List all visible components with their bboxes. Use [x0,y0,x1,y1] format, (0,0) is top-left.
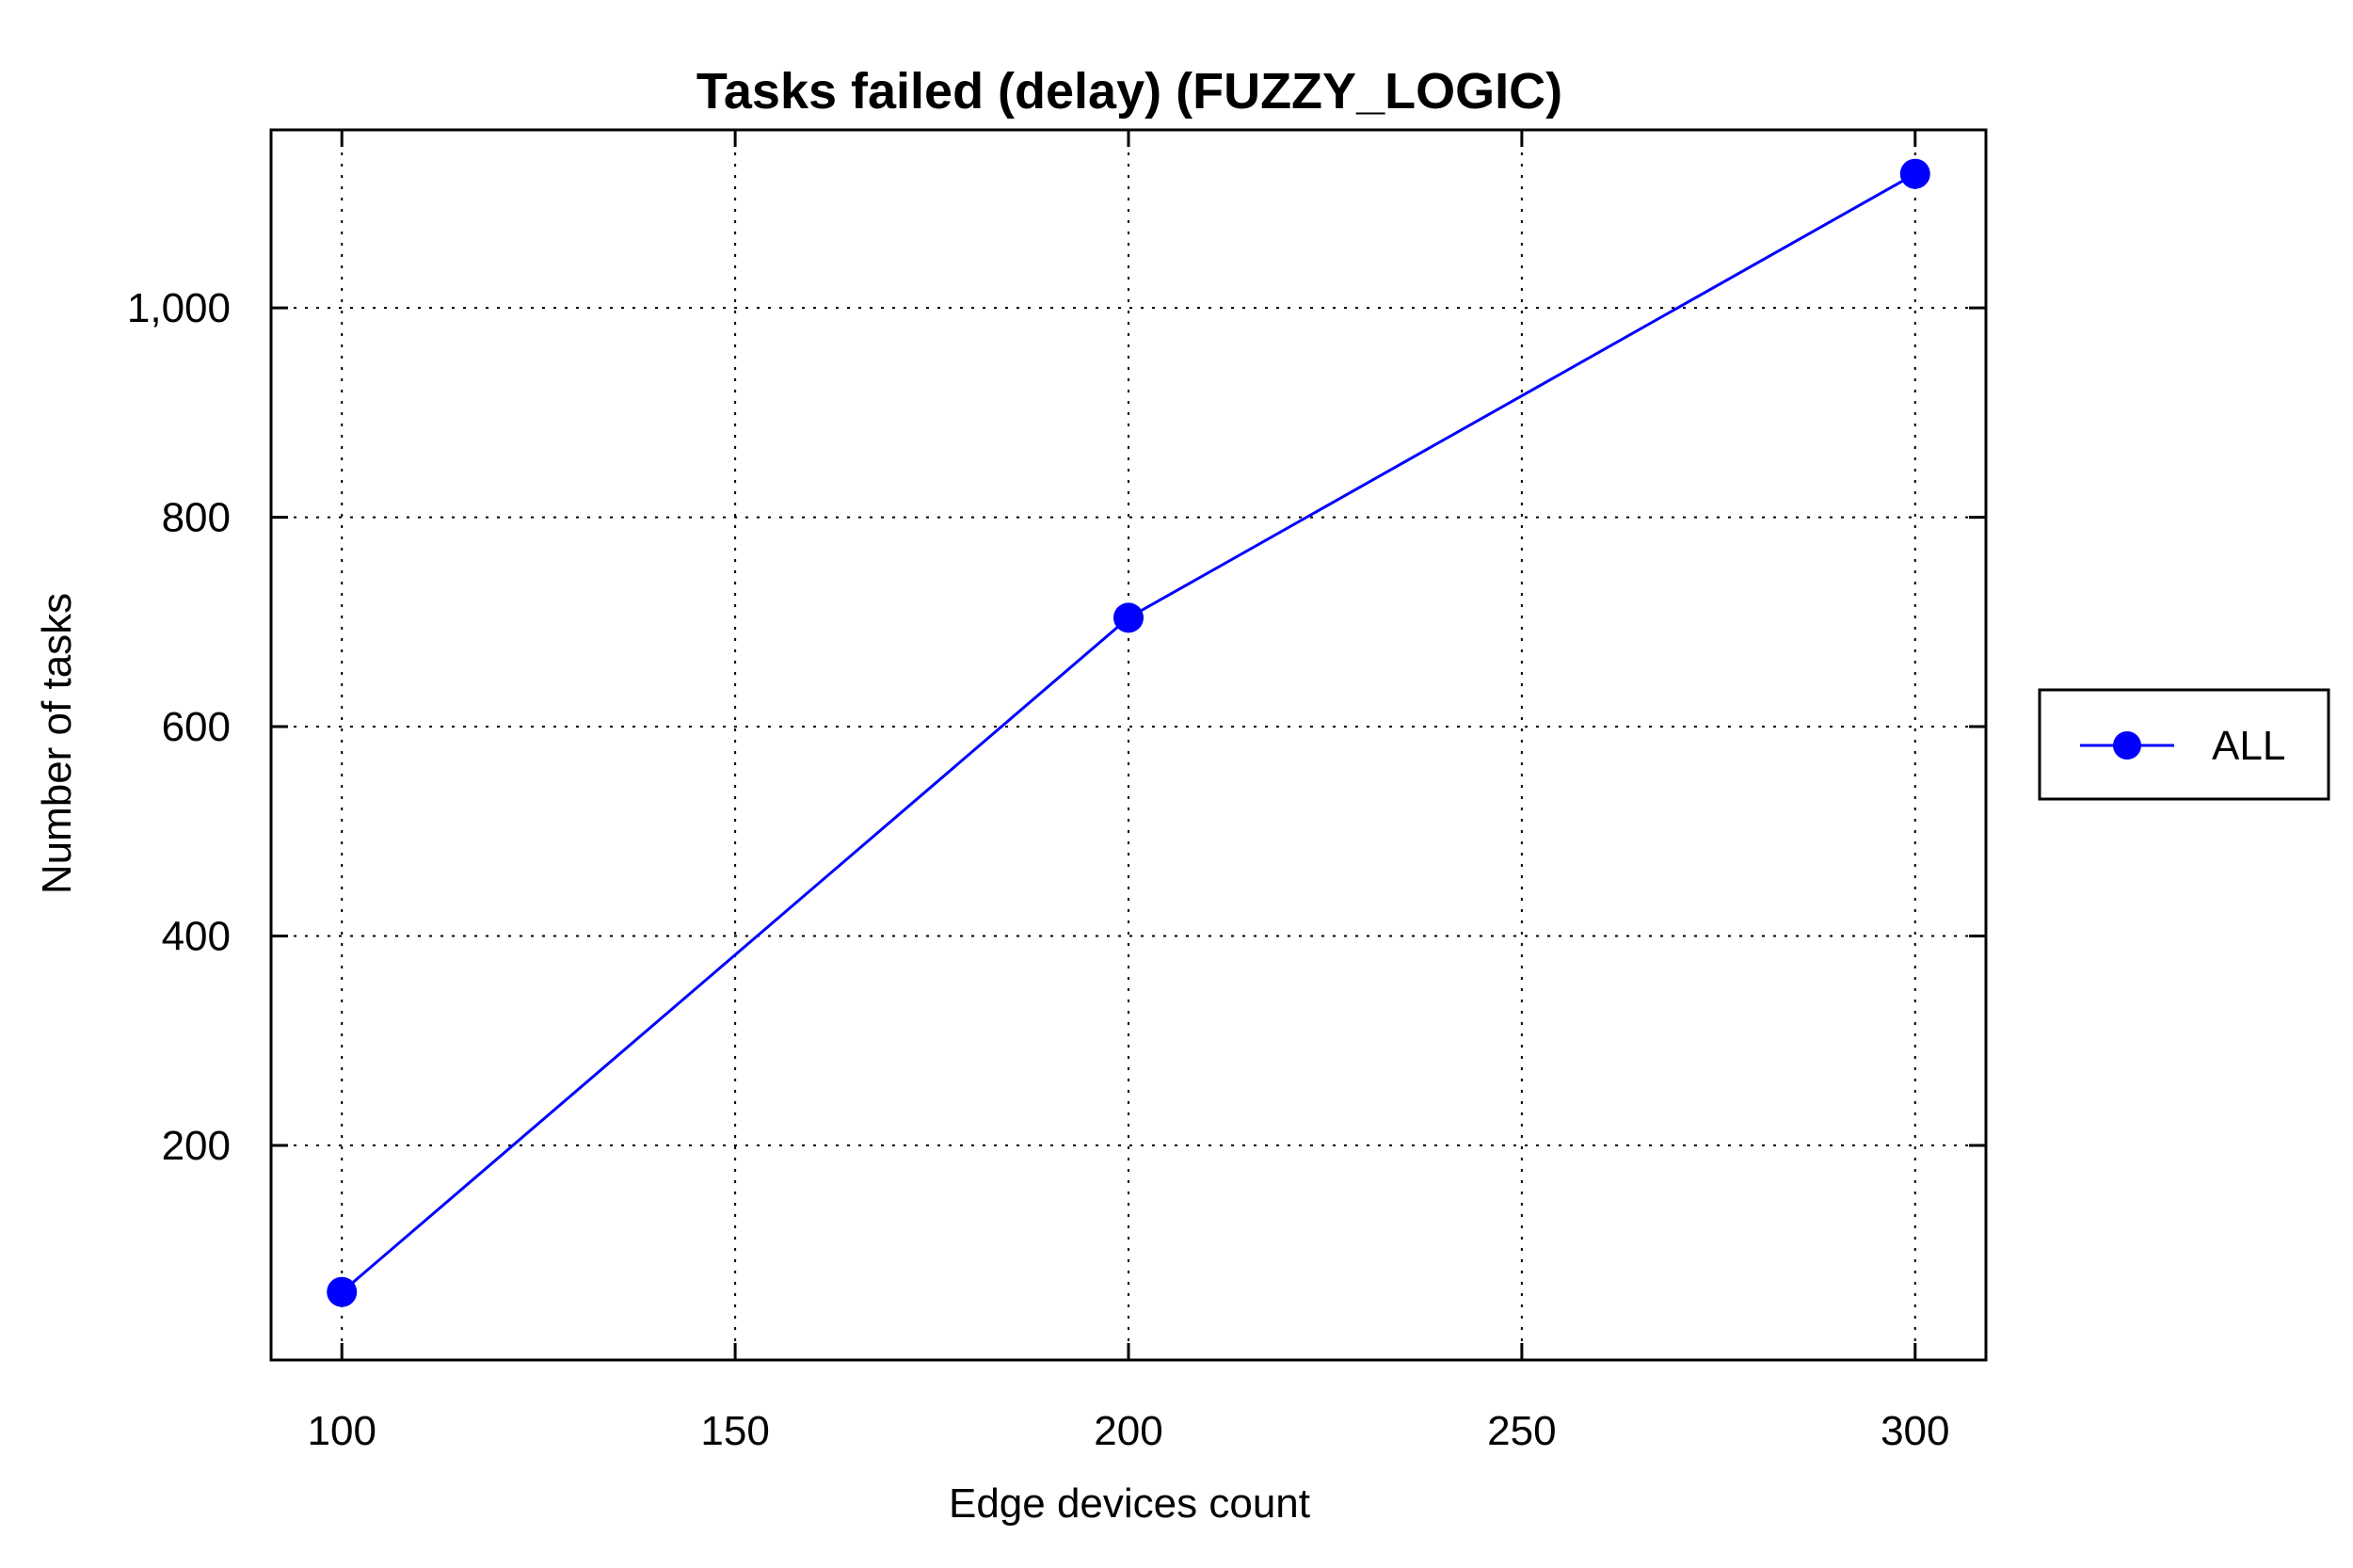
ticks-layer [271,130,1986,1360]
legend-box [2038,688,2330,801]
tick-labels: 100 150 200 250 300 200 400 600 800 1,000 [127,285,1950,1454]
y-tick-label: 1,000 [127,285,231,331]
plot-frame [269,128,1988,1362]
data-point [1899,158,1930,189]
data-point [1113,602,1144,633]
grid-layer [271,130,1986,1360]
x-tick-label: 300 [1881,1408,1949,1454]
y-tick-label: 400 [162,914,231,960]
x-axis-label: Edge devices count [949,1480,1310,1527]
chart-title: Tasks failed (delay) (FUZZY_LOGIC) [696,63,1562,120]
legend: ALL [2038,688,2330,801]
y-tick-label: 800 [162,495,231,541]
x-tick-label: 150 [700,1408,769,1454]
series-layer [327,158,1930,1307]
y-tick-label: 600 [162,704,231,750]
x-tick-label: 200 [1094,1408,1162,1454]
x-tick-label: 100 [308,1408,376,1454]
y-tick-label: 200 [162,1123,231,1169]
x-tick-label: 250 [1487,1408,1556,1454]
data-point [327,1276,358,1307]
y-axis-label: Number of tasks [34,593,80,894]
legend-dot-marker [2113,731,2141,760]
legend-entry-all: ALL [2212,723,2285,769]
